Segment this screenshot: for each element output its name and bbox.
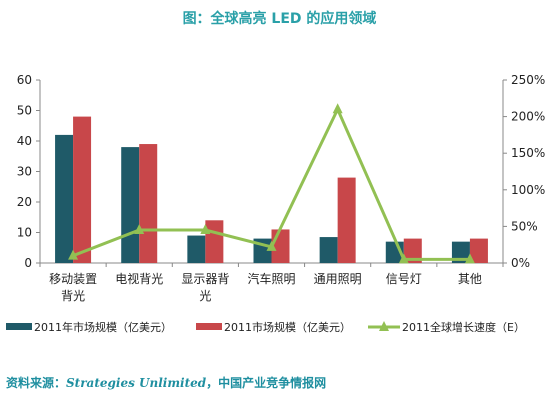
bar-series1 bbox=[121, 147, 140, 263]
y2-tick-label: 200% bbox=[511, 110, 545, 124]
y-tick-label: 10 bbox=[17, 226, 32, 240]
bar-series2 bbox=[469, 238, 488, 263]
y-tick-label: 20 bbox=[17, 195, 32, 209]
growth-line bbox=[68, 103, 475, 264]
legend-marker bbox=[379, 321, 389, 331]
category-label: 汽车照明 bbox=[247, 271, 295, 286]
bar-series1 bbox=[55, 134, 74, 263]
y2-tick-label: 150% bbox=[511, 146, 545, 160]
axes: 0 10 20 30 40 50 60 0% 50% 100% 150% 200% 250% bbox=[17, 73, 546, 270]
source-italic: Strategies Unlimited bbox=[66, 376, 207, 390]
legend-swatch bbox=[6, 323, 32, 330]
y2-tick-label: 50% bbox=[511, 219, 538, 233]
y2-tick-label: 250% bbox=[511, 73, 545, 87]
source-suffix: ，中国产业竞争情报网 bbox=[206, 376, 327, 390]
category-label: 通用照明 bbox=[314, 272, 362, 286]
legend: 2011年市场规模（亿美元） 2011市场规模（亿美元） 2011全球增长速度（E） bbox=[6, 320, 525, 334]
bar-series2 bbox=[205, 220, 224, 263]
bar-series2 bbox=[403, 238, 422, 263]
growth-point bbox=[134, 224, 145, 235]
category-label: 电视背光 bbox=[115, 271, 163, 286]
bar-series2 bbox=[337, 177, 356, 263]
legend-swatch bbox=[196, 323, 222, 330]
bar-series2 bbox=[73, 116, 92, 263]
y2-tick-label: 0% bbox=[511, 256, 530, 270]
bar-series1 bbox=[451, 241, 470, 263]
y-tick-label: 0 bbox=[24, 256, 32, 270]
growth-point bbox=[332, 103, 343, 114]
y-tick-label: 30 bbox=[17, 165, 32, 179]
growth-point bbox=[398, 253, 409, 264]
y-tick-label: 50 bbox=[17, 104, 32, 118]
category-label: 背光 bbox=[61, 289, 85, 303]
source-prefix: 资料来源： bbox=[6, 376, 67, 390]
chart-title: 图：全球高亮 LED 的应用领域 bbox=[182, 11, 377, 27]
growth-point bbox=[68, 249, 79, 260]
growth-point bbox=[200, 224, 211, 235]
legend-label: 2011年市场规模（亿美元） bbox=[34, 320, 172, 334]
y-tick-label: 60 bbox=[17, 73, 32, 87]
category-label: 其他 bbox=[458, 272, 482, 286]
y2-tick-label: 100% bbox=[511, 183, 545, 197]
bar-series1 bbox=[319, 237, 338, 263]
category-label: 移动装置 bbox=[49, 272, 97, 286]
legend-label: 2011全球增长速度（E） bbox=[402, 320, 525, 334]
category-label: 显示器背 bbox=[181, 272, 229, 286]
y-tick-label: 40 bbox=[17, 134, 32, 148]
source-note: 资料来源：Strategies Unlimited，中国产业竞争情报网 bbox=[6, 374, 326, 391]
category-label: 信号灯 bbox=[386, 272, 422, 286]
growth-point bbox=[464, 253, 475, 264]
bar-series2 bbox=[139, 144, 158, 263]
growth-point bbox=[266, 240, 277, 251]
bar-series1 bbox=[187, 235, 206, 263]
category-label: 光 bbox=[199, 289, 211, 303]
legend-label: 2011市场规模（亿美元） bbox=[224, 320, 351, 334]
bar-series2 bbox=[271, 229, 290, 263]
